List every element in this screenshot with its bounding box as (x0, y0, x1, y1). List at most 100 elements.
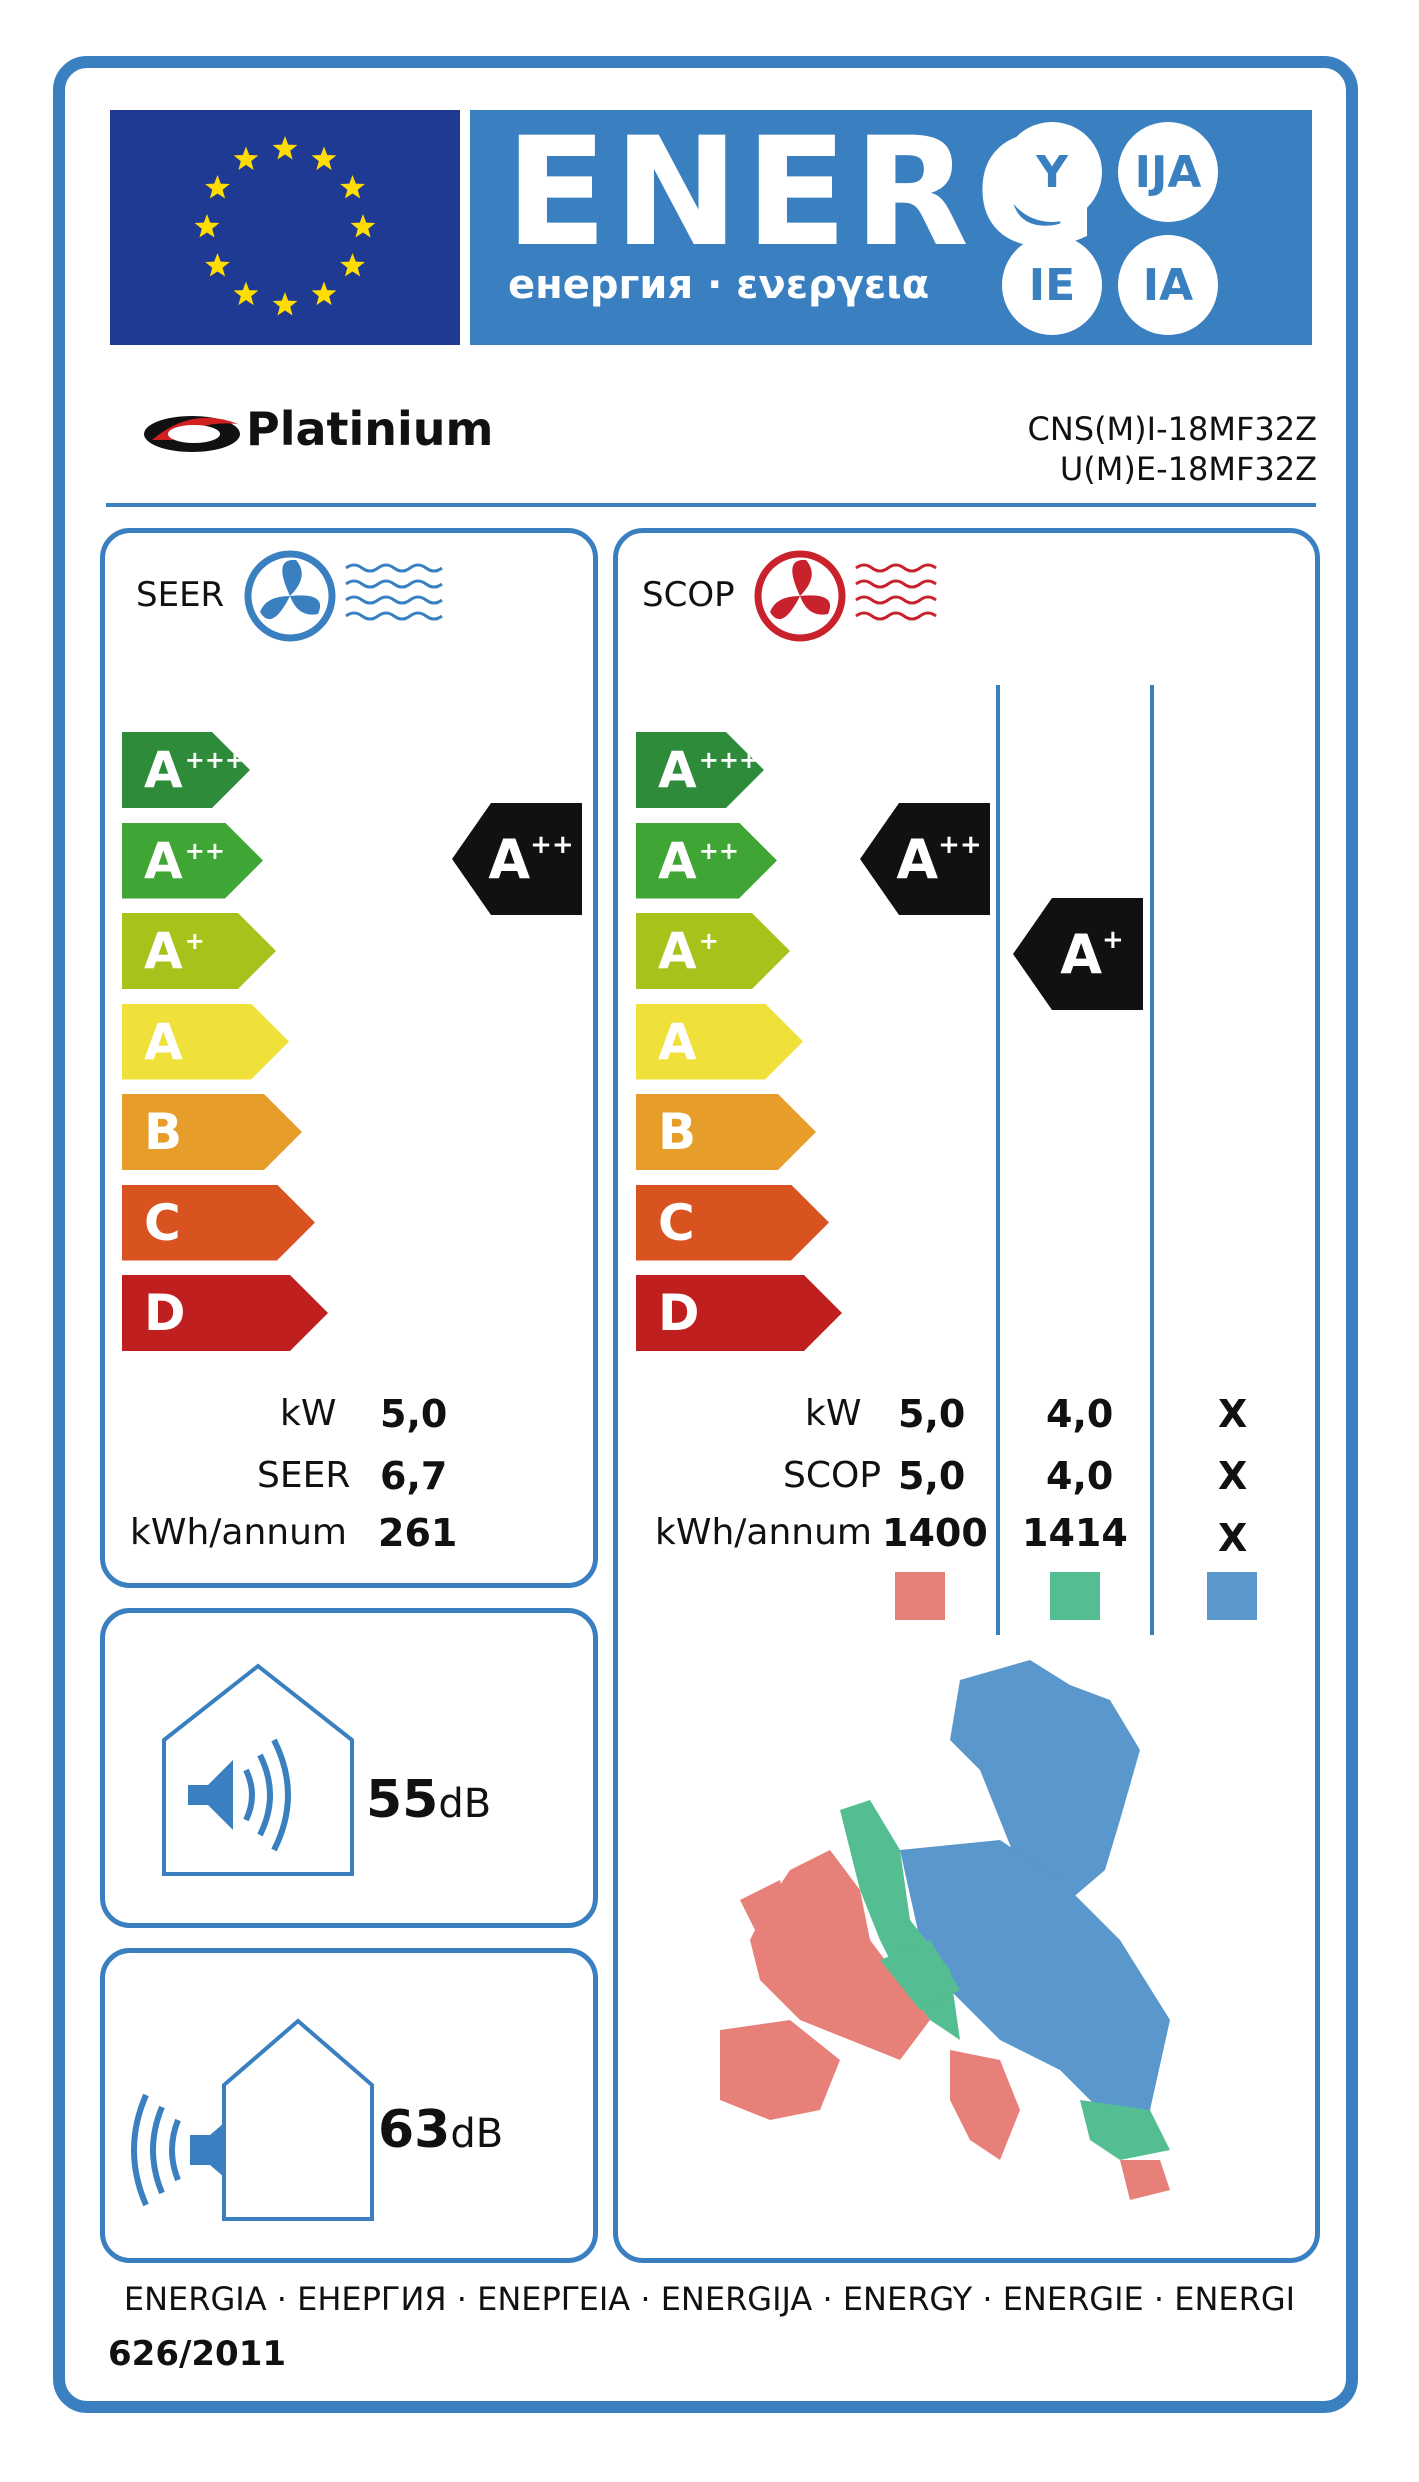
scop-rating-plus-2: + (1102, 925, 1124, 955)
indoor-noise-panel (100, 1608, 598, 1928)
scop-class-letter: A (658, 741, 697, 799)
outdoor-noise-unit: dB (450, 2111, 504, 2157)
scop-class-letter: A (658, 831, 697, 890)
scop-class-arrow: D (636, 1275, 842, 1351)
scop-col2-kwh: 1414 (1022, 1511, 1128, 1555)
suffix-ie: IE (1002, 235, 1102, 335)
scop-class-arrow: C (636, 1184, 829, 1261)
eu-star-icon (194, 214, 220, 238)
scop-panel (613, 528, 1320, 2263)
eu-stars-icon (194, 136, 376, 316)
scop-col3-kw: X (1218, 1392, 1248, 1436)
seer-class-plus: + (184, 927, 205, 955)
scop-column-divider-1 (996, 685, 1000, 1635)
seer-label-seer: SEER (257, 1455, 351, 1496)
seer-panel (100, 528, 598, 1588)
seer-heading: SEER (136, 575, 225, 615)
outdoor-noise-panel (100, 1948, 598, 2263)
eu-star-icon (311, 281, 337, 306)
scop-class-arrow: B (636, 1094, 816, 1170)
regulation-number: 626/2011 (108, 2334, 287, 2374)
scop-col1-kwh: 1400 (882, 1511, 988, 1555)
scop-class-arrow: A + (636, 913, 790, 989)
scop-heading: SCOP (642, 575, 735, 615)
scop-class-letter: B (658, 1103, 697, 1161)
scop-label-kw: kW (805, 1393, 862, 1434)
eu-flag (110, 110, 460, 345)
eu-star-icon (350, 214, 376, 238)
indoor-noise-unit: dB (438, 1781, 492, 1827)
scop-rating-letter-1: A (896, 827, 939, 891)
banner-subtitle: енергия · ενεργεια (508, 262, 930, 308)
seer-class-letter: B (144, 1103, 183, 1161)
zone-colder-swatch (1207, 1572, 1257, 1620)
europe-climate-map (720, 1660, 1170, 2200)
seer-label-kw: kW (280, 1393, 337, 1434)
model-outdoor: U(M)E-18MF32Z (1059, 450, 1317, 488)
scop-label-kwh: kWh/annum (655, 1512, 872, 1553)
eu-star-icon (311, 146, 337, 170)
scop-label-scop: SCOP (783, 1455, 882, 1496)
zone-average-swatch (1050, 1572, 1100, 1620)
scop-class-letter: A (658, 1012, 697, 1071)
seer-class-letter: A (144, 831, 183, 890)
suffix-y: Y (1002, 122, 1102, 222)
seer-class-arrow: A (122, 1003, 289, 1080)
eu-star-icon (205, 253, 230, 277)
indoor-speaker-house-icon (162, 1663, 354, 1876)
seer-value-seer: 6,7 (380, 1454, 448, 1498)
seer-class-arrow: C (122, 1184, 315, 1261)
banner-title: ENERG (505, 106, 1105, 280)
scop-rating-letter-2: A (1060, 922, 1102, 986)
eu-star-icon (272, 292, 298, 316)
cooling-fan-icon (244, 550, 443, 642)
label-frame (53, 56, 1358, 2413)
seer-class-letter: D (144, 1284, 186, 1342)
seer-class-letter: A (144, 741, 183, 799)
indoor-noise-readout: 55dB (366, 1770, 491, 1830)
seer-class-letter: A (144, 1012, 183, 1071)
seer-class-letter: C (144, 1193, 181, 1252)
eu-star-icon (340, 253, 365, 277)
model-indoor: CNS(M)I-18MF32Z (1027, 410, 1317, 448)
heating-fan-icon (754, 550, 937, 642)
seer-class-letter: A (144, 922, 183, 980)
eu-star-icon (233, 281, 259, 306)
footer-languages: ENERGIA · ЕНЕРГИЯ · ΕΝΕΡΓΕΙΑ · ENERGIJA … (123, 2280, 1296, 2318)
brand-name: Platinium (246, 402, 494, 456)
seer-value-kwh: 261 (378, 1511, 458, 1555)
eu-star-icon (233, 146, 259, 170)
eu-star-icon (272, 136, 298, 160)
eu-star-icon (205, 175, 230, 199)
scop-col2-kw: 4,0 (1046, 1392, 1114, 1436)
seer-class-arrow: A +++ (122, 732, 250, 808)
seer-label-kwh: kWh/annum (130, 1512, 347, 1553)
seer-class-arrow: B (122, 1094, 302, 1170)
outdoor-noise-readout: 63dB (378, 2100, 503, 2160)
scop-col1-scop: 5,0 (898, 1454, 966, 1498)
brand-logo-icon (144, 416, 240, 452)
outdoor-noise-value: 63 (378, 2100, 451, 2160)
scop-rating-plus-1: ++ (938, 830, 982, 860)
indoor-noise-value: 55 (366, 1770, 439, 1830)
scop-class-arrow: A (636, 1003, 803, 1080)
scop-class-letter: D (658, 1284, 700, 1342)
scop-class-plus: + (698, 927, 719, 955)
seer-value-kw: 5,0 (380, 1392, 448, 1436)
seer-class-arrow: A + (122, 913, 276, 989)
scop-class-letter: C (658, 1193, 695, 1252)
zone-warm-swatch (895, 1572, 945, 1620)
scop-col2-scop: 4,0 (1046, 1454, 1114, 1498)
suffix-ia: IA (1118, 235, 1218, 335)
scop-class-letter: A (658, 922, 697, 980)
seer-class-plus: ++ (184, 836, 225, 865)
scop-column-divider-2 (1150, 685, 1154, 1635)
seer-rating-plus: ++ (530, 830, 574, 860)
scop-col3-kwh: X (1218, 1516, 1248, 1560)
scop-col1-kw: 5,0 (898, 1392, 966, 1436)
suffix-ija: IJA (1118, 122, 1218, 222)
seer-rating-letter: A (488, 827, 531, 891)
outdoor-speaker-house-icon (131, 2018, 374, 2221)
eu-star-icon (340, 175, 365, 199)
seer-class-arrow: D (122, 1275, 328, 1351)
